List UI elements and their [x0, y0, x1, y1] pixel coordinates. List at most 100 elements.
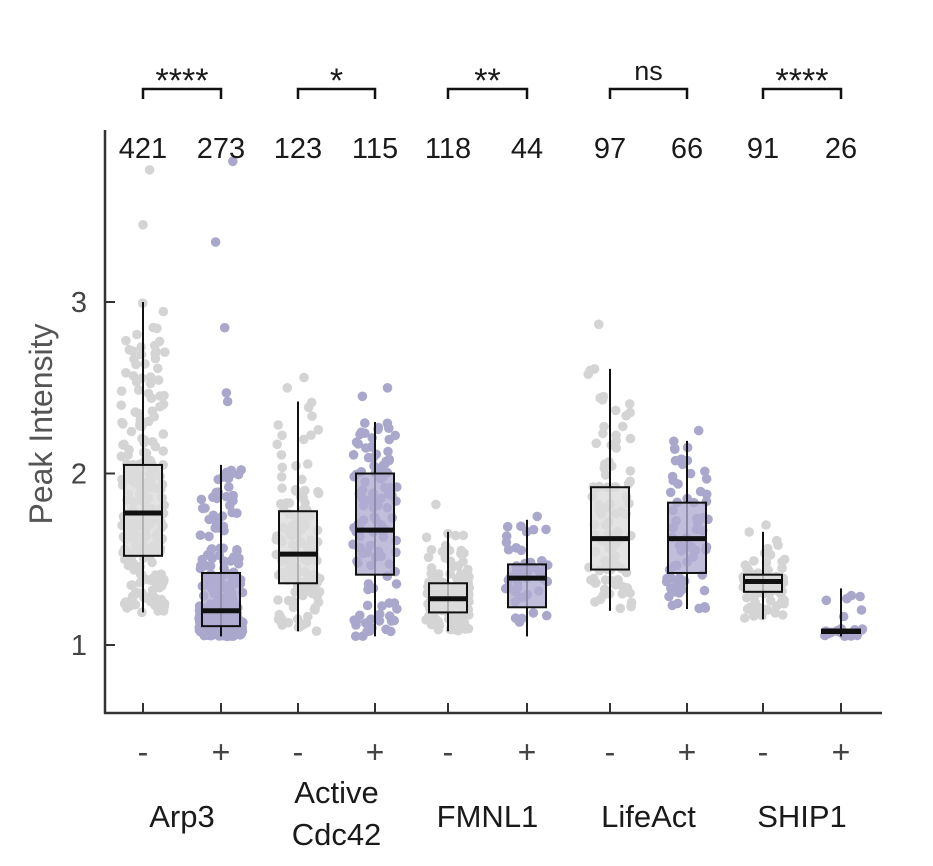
data-point [208, 510, 219, 521]
condition-label: + [212, 734, 231, 770]
data-point [591, 578, 601, 588]
data-point [277, 430, 287, 441]
condition-label: + [678, 734, 697, 770]
data-point [132, 329, 142, 340]
data-point [464, 572, 474, 582]
data-point [426, 545, 437, 555]
box [123, 463, 163, 557]
outlier-point [431, 499, 441, 510]
condition-label: + [366, 734, 385, 770]
outlier-point [532, 511, 542, 522]
data-point [778, 610, 788, 620]
data-point [147, 557, 157, 568]
y-axis-label: Peak Intensity [23, 324, 59, 525]
data-point [150, 353, 161, 364]
data-point [618, 421, 628, 432]
sample-count: 91 [747, 133, 779, 165]
sample-count: 123 [274, 133, 322, 165]
significance-bracket [608, 87, 689, 99]
data-point [196, 494, 207, 505]
data-point [353, 439, 364, 449]
outlier-point [138, 220, 148, 230]
data-point [350, 631, 361, 641]
data-point [390, 430, 401, 441]
data-point [668, 475, 678, 486]
y-tick-label: 3 [71, 287, 87, 319]
data-point [624, 399, 635, 409]
data-points [116, 156, 868, 642]
significance-bracket [296, 87, 377, 99]
data-point [611, 405, 621, 416]
data-point [158, 306, 169, 317]
data-point [277, 483, 287, 493]
data-point [122, 603, 132, 613]
data-point [503, 544, 514, 555]
condition-label: - [138, 734, 149, 770]
sample-count: 273 [197, 133, 245, 165]
data-point [377, 601, 387, 611]
significance-label: **** [776, 62, 829, 100]
data-point [127, 580, 138, 590]
data-point [625, 433, 636, 444]
data-point [158, 429, 169, 439]
data-point [232, 508, 242, 518]
significance-bracket [141, 87, 223, 99]
group-label: Active [294, 775, 378, 810]
box [278, 510, 318, 585]
data-point [777, 557, 787, 567]
data-point [133, 385, 144, 395]
data-point [510, 613, 521, 623]
data-point [590, 597, 600, 607]
sample-count: 66 [671, 133, 703, 165]
data-point [126, 555, 137, 565]
data-point [288, 602, 299, 613]
sample-count: 421 [119, 133, 167, 165]
data-point [144, 455, 154, 466]
box [590, 486, 630, 571]
sample-count: 97 [594, 133, 626, 165]
data-point [237, 626, 248, 636]
data-point [386, 626, 396, 637]
data-point [611, 443, 622, 453]
outlier-point [222, 396, 233, 407]
data-point [749, 556, 759, 566]
data-point [742, 592, 752, 603]
data-point [779, 595, 789, 605]
significance-label: * [330, 62, 343, 100]
data-point [362, 626, 372, 637]
box [355, 472, 395, 576]
significance-label: ** [474, 62, 500, 100]
data-point [421, 532, 432, 543]
data-point [124, 345, 135, 355]
data-point [669, 436, 679, 447]
data-point [116, 451, 127, 462]
outlier-point [761, 520, 771, 530]
data-point [745, 602, 755, 613]
data-point [360, 418, 370, 428]
data-point [160, 347, 170, 358]
data-point [701, 489, 712, 500]
box [201, 571, 241, 628]
data-point [434, 620, 445, 630]
outlier-point [842, 593, 852, 604]
condition-label: - [293, 734, 304, 770]
data-point [389, 615, 400, 626]
data-point [206, 545, 216, 556]
data-point [625, 476, 635, 487]
data-point [362, 600, 373, 611]
data-point [598, 428, 608, 439]
data-point [147, 585, 158, 595]
data-point [440, 540, 451, 551]
data-point [355, 429, 365, 440]
group-label: FMNL1 [437, 799, 539, 834]
data-point [666, 583, 676, 594]
data-point [303, 402, 314, 413]
data-point [139, 438, 149, 448]
outlier-point [282, 383, 293, 393]
data-point [664, 591, 674, 602]
data-point [228, 490, 238, 501]
condition-label: - [605, 734, 616, 770]
data-point [749, 591, 759, 602]
significance-bracket [446, 87, 529, 99]
